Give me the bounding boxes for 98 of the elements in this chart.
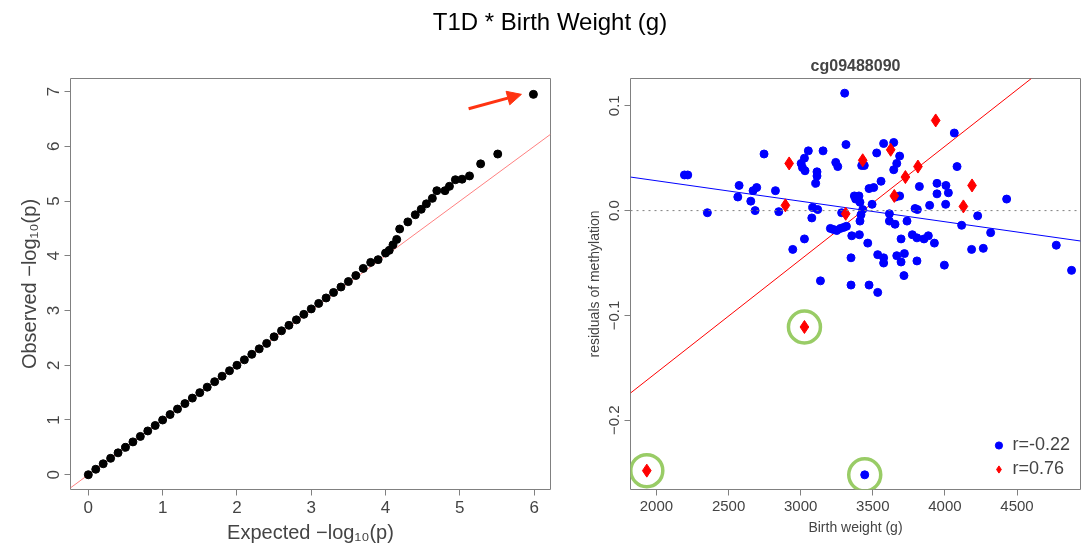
point	[336, 282, 346, 292]
point	[306, 304, 316, 314]
point	[427, 193, 437, 203]
x-tick-label: 5	[455, 497, 465, 517]
point	[465, 171, 475, 181]
point	[900, 170, 911, 185]
point	[180, 399, 190, 409]
chart-title: T1D * Birth Weight (g)	[432, 7, 668, 37]
legend-label: r=-0.22	[1012, 434, 1070, 455]
point	[187, 393, 197, 403]
point	[120, 442, 130, 452]
x-tick-label: 1	[157, 497, 168, 517]
x-tick-label: 2	[232, 497, 242, 517]
point	[284, 320, 294, 330]
point	[173, 404, 182, 414]
x-tick-label: 2500	[711, 496, 746, 514]
point	[329, 287, 339, 297]
x-tick-label: 3	[306, 497, 316, 517]
point	[143, 426, 153, 436]
y-axis-title: residuals of methylation	[585, 210, 602, 358]
point	[202, 382, 212, 392]
point	[239, 355, 249, 365]
point	[780, 198, 791, 213]
point	[476, 159, 486, 169]
point	[254, 344, 264, 354]
point	[321, 293, 331, 303]
point	[840, 206, 851, 221]
point	[210, 377, 220, 387]
point	[299, 309, 309, 319]
y-tick-label: 0.1	[605, 95, 623, 117]
x-tick-label: 3000	[784, 496, 818, 514]
x-tick-label: 4000	[928, 496, 962, 514]
point	[150, 420, 160, 430]
x-tick-label: 3500	[856, 496, 890, 514]
point	[403, 217, 413, 227]
y-tick-label: 6	[44, 141, 64, 152]
x-axis-title: Birth weight (g)	[808, 518, 903, 535]
point	[416, 204, 426, 214]
x-tick-label: 4	[380, 497, 391, 517]
point	[225, 366, 235, 376]
y-tick-label: 5	[44, 196, 64, 206]
point	[889, 188, 900, 203]
point	[351, 271, 361, 281]
x-tick-label: 0	[83, 497, 94, 517]
point	[269, 332, 279, 342]
point	[493, 149, 503, 159]
point	[128, 437, 138, 447]
point	[291, 315, 301, 325]
point	[158, 415, 168, 425]
point	[314, 298, 324, 308]
point	[528, 89, 538, 99]
y-tick-label: −0.1	[605, 300, 623, 331]
point	[217, 371, 227, 381]
point	[91, 464, 101, 474]
point	[432, 186, 442, 196]
point	[366, 257, 376, 267]
point	[247, 349, 257, 359]
point	[113, 448, 123, 458]
point	[262, 338, 272, 348]
y-tick-label: −0.2	[605, 405, 623, 436]
point	[195, 388, 205, 398]
x-tick-label: 2000	[639, 496, 674, 514]
point	[392, 234, 402, 244]
point	[410, 210, 420, 220]
point	[358, 263, 368, 273]
point	[395, 224, 405, 234]
point	[106, 453, 116, 463]
point	[885, 142, 896, 157]
x-tick-label: 6	[529, 497, 539, 517]
y-tick-label: 3	[44, 305, 64, 316]
y-tick-label: 7	[44, 86, 64, 97]
point	[373, 255, 383, 265]
y-tick-label: 4	[44, 251, 64, 261]
y-tick-label: 0.0	[605, 200, 623, 222]
point	[165, 410, 175, 420]
point	[857, 153, 868, 168]
point	[786, 309, 823, 345]
point	[421, 199, 431, 209]
point	[135, 431, 145, 441]
x-tick-label: 4500	[1000, 496, 1034, 514]
point	[343, 277, 353, 287]
point	[277, 326, 287, 336]
point	[958, 199, 969, 214]
y-tick-label: 2	[44, 360, 64, 370]
point	[630, 452, 665, 489]
y-axis-title: Observed −log₁₀(p)	[17, 198, 40, 370]
y-tick-label: 0	[44, 469, 64, 480]
x-axis-title: Expected −log₁₀(p)	[227, 520, 394, 543]
chart-title: cg09488090	[810, 56, 901, 74]
point	[232, 360, 242, 370]
point	[930, 113, 941, 128]
point	[444, 181, 454, 191]
point	[98, 459, 108, 469]
point	[83, 470, 93, 480]
y-tick-label: 1	[44, 415, 64, 425]
point	[457, 174, 467, 184]
legend-label: r=0.76	[1012, 458, 1064, 479]
point	[846, 457, 883, 490]
